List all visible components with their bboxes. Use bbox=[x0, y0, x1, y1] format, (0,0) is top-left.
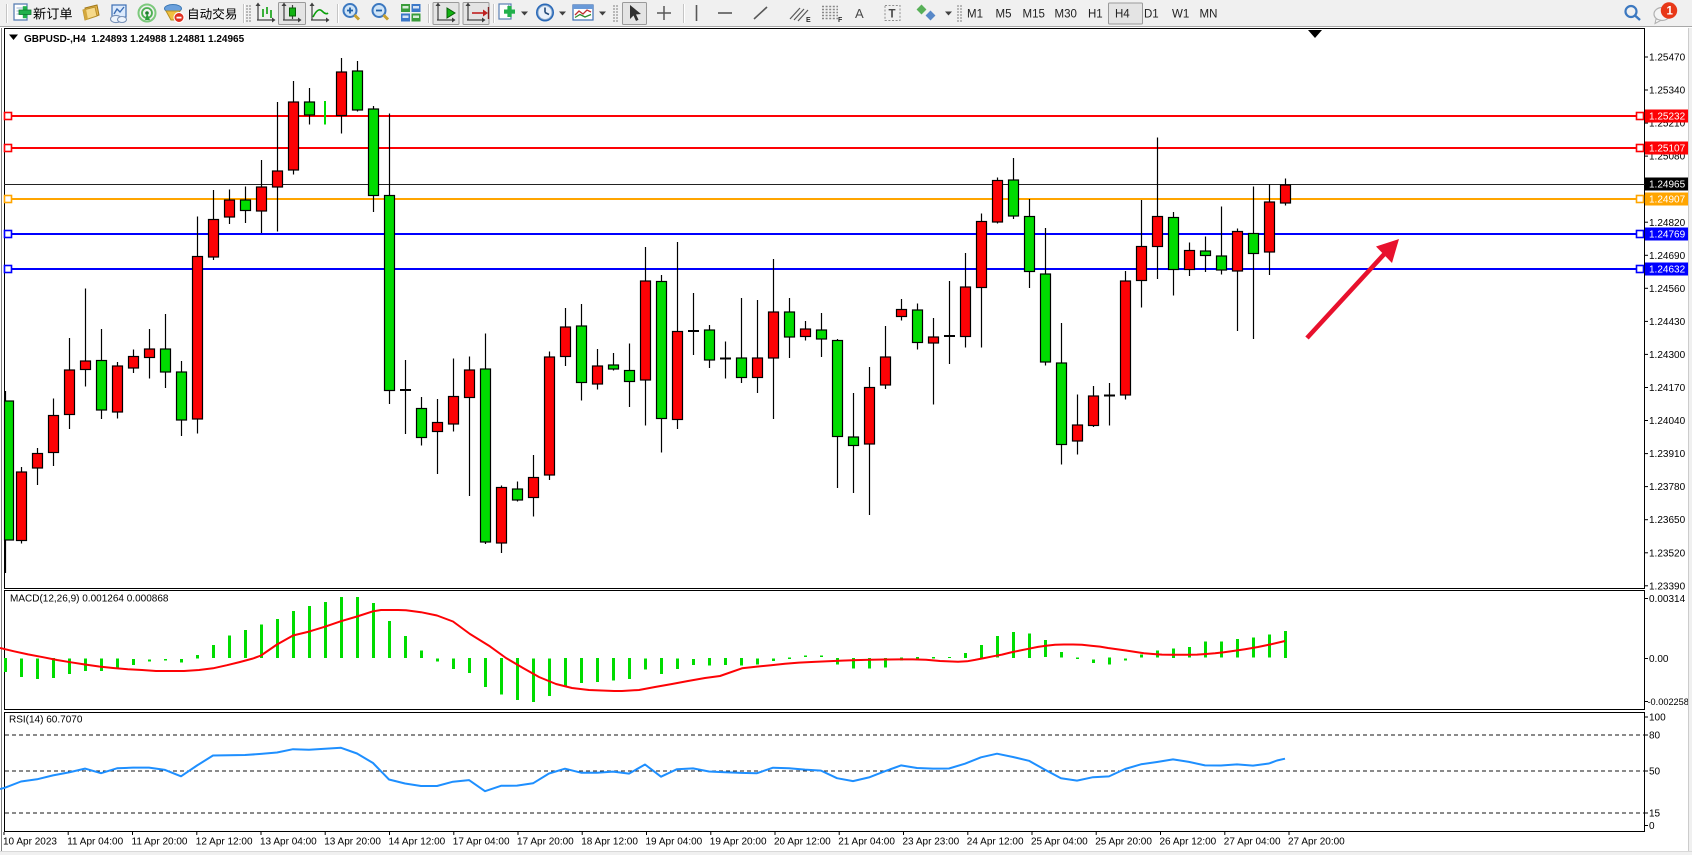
svg-text:M5: M5 bbox=[996, 9, 1012, 21]
svg-text:1.25210: 1.25210 bbox=[1649, 119, 1686, 130]
svg-text:1: 1 bbox=[1667, 6, 1674, 18]
svg-text:MACD(12,26,9) 0.001264 0.00086: MACD(12,26,9) 0.001264 0.000868 bbox=[10, 594, 169, 605]
svg-text:1.24965: 1.24965 bbox=[1649, 180, 1686, 191]
svg-text:1.24040: 1.24040 bbox=[1649, 416, 1686, 427]
svg-text:0.00314: 0.00314 bbox=[1649, 594, 1686, 605]
svg-text:20 Apr 12:00: 20 Apr 12:00 bbox=[774, 837, 831, 848]
svg-text:1.25107: 1.25107 bbox=[1649, 144, 1686, 155]
svg-text:W1: W1 bbox=[1172, 9, 1189, 21]
svg-text:1.24769: 1.24769 bbox=[1649, 230, 1686, 241]
svg-text:13 Apr 20:00: 13 Apr 20:00 bbox=[324, 837, 381, 848]
svg-text:1.24560: 1.24560 bbox=[1649, 284, 1686, 295]
svg-text:1.25232: 1.25232 bbox=[1649, 112, 1686, 123]
svg-text:GBPUSD-,H4 1.24893 1.24988 1.: GBPUSD-,H4 1.24893 1.24988 1.24881 1.249… bbox=[24, 34, 245, 45]
svg-text:17 Apr 20:00: 17 Apr 20:00 bbox=[517, 837, 574, 848]
svg-text:13 Apr 04:00: 13 Apr 04:00 bbox=[260, 837, 317, 848]
svg-text:1.24430: 1.24430 bbox=[1649, 317, 1686, 328]
svg-text:1.23910: 1.23910 bbox=[1649, 449, 1686, 460]
svg-text:1.23650: 1.23650 bbox=[1649, 515, 1686, 526]
svg-text:1.24300: 1.24300 bbox=[1649, 350, 1686, 361]
svg-text:11 Apr 20:00: 11 Apr 20:00 bbox=[132, 837, 188, 848]
svg-text:12 Apr 12:00: 12 Apr 12:00 bbox=[196, 837, 253, 848]
svg-text:1.23780: 1.23780 bbox=[1649, 482, 1686, 493]
svg-text:F: F bbox=[838, 17, 843, 24]
svg-text:19 Apr 20:00: 19 Apr 20:00 bbox=[710, 837, 767, 848]
svg-text:21 Apr 04:00: 21 Apr 04:00 bbox=[838, 837, 895, 848]
svg-text:14 Apr 12:00: 14 Apr 12:00 bbox=[389, 837, 446, 848]
svg-text:25 Apr 20:00: 25 Apr 20:00 bbox=[1095, 837, 1152, 848]
svg-text:19 Apr 04:00: 19 Apr 04:00 bbox=[646, 837, 703, 848]
svg-text:A: A bbox=[855, 6, 864, 21]
svg-text:1.24632: 1.24632 bbox=[1649, 265, 1686, 276]
svg-text:15: 15 bbox=[1649, 809, 1661, 820]
svg-text:D1: D1 bbox=[1144, 9, 1159, 21]
svg-text:-0.002258: -0.002258 bbox=[1648, 697, 1689, 707]
svg-text:1.24907: 1.24907 bbox=[1649, 195, 1686, 206]
svg-text:1.25080: 1.25080 bbox=[1649, 152, 1686, 163]
svg-text:RSI(14) 60.7070: RSI(14) 60.7070 bbox=[9, 715, 83, 726]
svg-text:11 Apr 04:00: 11 Apr 04:00 bbox=[67, 837, 123, 848]
svg-text:25 Apr 04:00: 25 Apr 04:00 bbox=[1031, 837, 1088, 848]
svg-text:24 Apr 12:00: 24 Apr 12:00 bbox=[967, 837, 1024, 848]
svg-text:H4: H4 bbox=[1115, 9, 1130, 21]
svg-text:M30: M30 bbox=[1055, 9, 1077, 21]
svg-text:H1: H1 bbox=[1088, 9, 1103, 21]
svg-text:0.00: 0.00 bbox=[1649, 654, 1669, 665]
svg-text:M1: M1 bbox=[967, 9, 983, 21]
svg-text:27 Apr 04:00: 27 Apr 04:00 bbox=[1224, 837, 1281, 848]
svg-text:T: T bbox=[889, 9, 896, 21]
svg-text:0: 0 bbox=[1649, 821, 1655, 832]
svg-text:1.25470: 1.25470 bbox=[1649, 53, 1686, 64]
svg-text:18 Apr 12:00: 18 Apr 12:00 bbox=[581, 837, 638, 848]
svg-text:M15: M15 bbox=[1023, 9, 1045, 21]
svg-text:17 Apr 04:00: 17 Apr 04:00 bbox=[453, 837, 510, 848]
svg-text:E: E bbox=[806, 17, 811, 24]
svg-text:23 Apr 23:00: 23 Apr 23:00 bbox=[903, 837, 960, 848]
svg-text:80: 80 bbox=[1649, 731, 1661, 742]
svg-text:1.23390: 1.23390 bbox=[1649, 581, 1686, 592]
svg-text:1.24820: 1.24820 bbox=[1649, 218, 1686, 229]
svg-text:27 Apr 20:00: 27 Apr 20:00 bbox=[1288, 837, 1345, 848]
svg-text:1.25340: 1.25340 bbox=[1649, 86, 1686, 97]
svg-text:50: 50 bbox=[1649, 767, 1661, 778]
svg-text:1.24690: 1.24690 bbox=[1649, 251, 1686, 262]
svg-text:MN: MN bbox=[1200, 9, 1218, 21]
svg-text:1.23520: 1.23520 bbox=[1649, 548, 1686, 559]
svg-text:1.24170: 1.24170 bbox=[1649, 383, 1686, 394]
svg-text:26 Apr 12:00: 26 Apr 12:00 bbox=[1160, 837, 1217, 848]
svg-text:10 Apr 2023: 10 Apr 2023 bbox=[3, 837, 57, 848]
svg-text:100: 100 bbox=[1649, 713, 1666, 724]
